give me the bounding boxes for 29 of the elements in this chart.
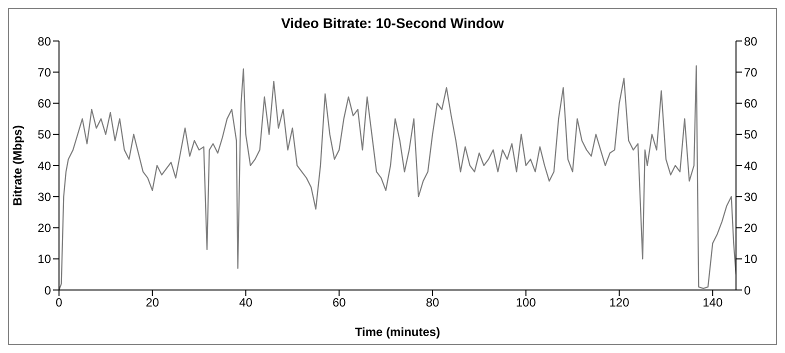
y-tick-label: 40 — [38, 158, 52, 173]
y-tick-label: 70 — [38, 65, 52, 80]
x-tick-label: 140 — [702, 296, 723, 310]
x-tick-label: 0 — [56, 296, 63, 310]
x-tick-label: 120 — [609, 296, 630, 310]
chart-title: Video Bitrate: 10-Second Window — [280, 14, 505, 33]
y2-tick-label: 10 — [744, 252, 758, 266]
y2-tick-label: 80 — [744, 34, 758, 48]
x-axis-title: Time (minutes) — [354, 325, 440, 339]
y-tick-label: 10 — [38, 252, 52, 266]
x-tick-label: 100 — [516, 296, 536, 310]
y-tick-label: 30 — [38, 190, 52, 204]
y2-tick-label: 20 — [744, 221, 758, 236]
y-tick-label: 80 — [38, 34, 52, 48]
x-tick-label: 60 — [332, 296, 346, 310]
y2-tick-label: 70 — [744, 65, 758, 80]
y2-tick-label: 30 — [744, 190, 758, 204]
y-tick-label: 60 — [38, 96, 52, 111]
y2-tick-label: 40 — [744, 158, 758, 173]
y2-tick-label: 50 — [744, 128, 758, 142]
x-tick-label: 80 — [426, 296, 440, 310]
y2-tick-label: 0 — [744, 283, 751, 298]
y-tick-label: 0 — [44, 283, 52, 298]
y2-tick-label: 60 — [744, 96, 758, 111]
y-tick-label: 50 — [38, 128, 52, 142]
x-tick-label: 20 — [146, 296, 160, 310]
x-tick-label: 40 — [239, 296, 253, 310]
y-tick-label: 20 — [38, 221, 52, 236]
y-axis-title: Bitrate (Mbps) — [10, 125, 24, 206]
